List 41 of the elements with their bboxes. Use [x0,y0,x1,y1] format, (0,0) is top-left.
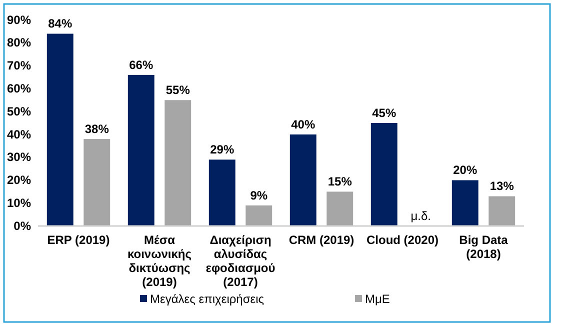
data-label: 66% [129,58,154,72]
y-tick-label: 40% [6,127,32,142]
y-tick-label: 10% [6,196,32,210]
data-label: 29% [210,142,234,157]
bar [46,34,74,226]
data-label: 45% [372,106,396,120]
y-tick-label: 90% [6,12,32,27]
x-tick-label: ERP (2019) [47,233,110,247]
x-tick-label: Big Data (2018) [459,233,508,261]
data-label: 13% [490,179,514,194]
data-label: 55% [166,83,190,98]
bar [452,180,478,226]
data-label: 15% [328,174,352,189]
x-tick-label: Μέσα κοινωνικής δικτύωσης (2019) [127,233,192,289]
y-tick-label: 80% [6,36,32,50]
bar [208,160,236,226]
bar [488,196,516,226]
x-tick-label: CRM (2019) [288,233,354,247]
bar [246,205,272,226]
legend-label: ΜμΕ [365,292,390,306]
bar [128,74,154,226]
data-label: 20% [453,163,478,178]
y-tick-label: 50% [6,104,32,118]
text: μ.δ. [410,209,431,223]
data-label: 9% [250,188,268,202]
y-tick-label: 0% [14,218,32,233]
y-tick-label: 70% [6,58,32,73]
y-tick-label: 30% [6,150,32,164]
data-label: 38% [84,122,110,136]
y-tick-label: 20% [6,173,32,188]
legend-label: Μεγάλες επιχειρήσεις [150,292,264,306]
data-label: 84% [48,16,72,31]
bar [290,134,316,226]
bar [326,192,354,226]
bar [84,139,110,226]
y-tick-label: 60% [6,82,32,96]
bar [164,100,192,226]
bar [370,123,398,226]
x-tick-label: Cloud (2020) [366,233,439,247]
data-label: 40% [291,117,316,132]
x-tick-label: Διαχείριση αλυσίδας εφοδιασμού (2017) [206,233,276,289]
